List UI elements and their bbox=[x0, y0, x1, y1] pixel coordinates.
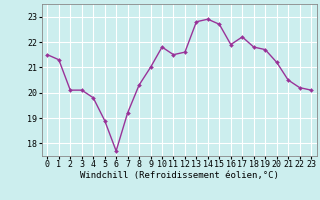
X-axis label: Windchill (Refroidissement éolien,°C): Windchill (Refroidissement éolien,°C) bbox=[80, 171, 279, 180]
